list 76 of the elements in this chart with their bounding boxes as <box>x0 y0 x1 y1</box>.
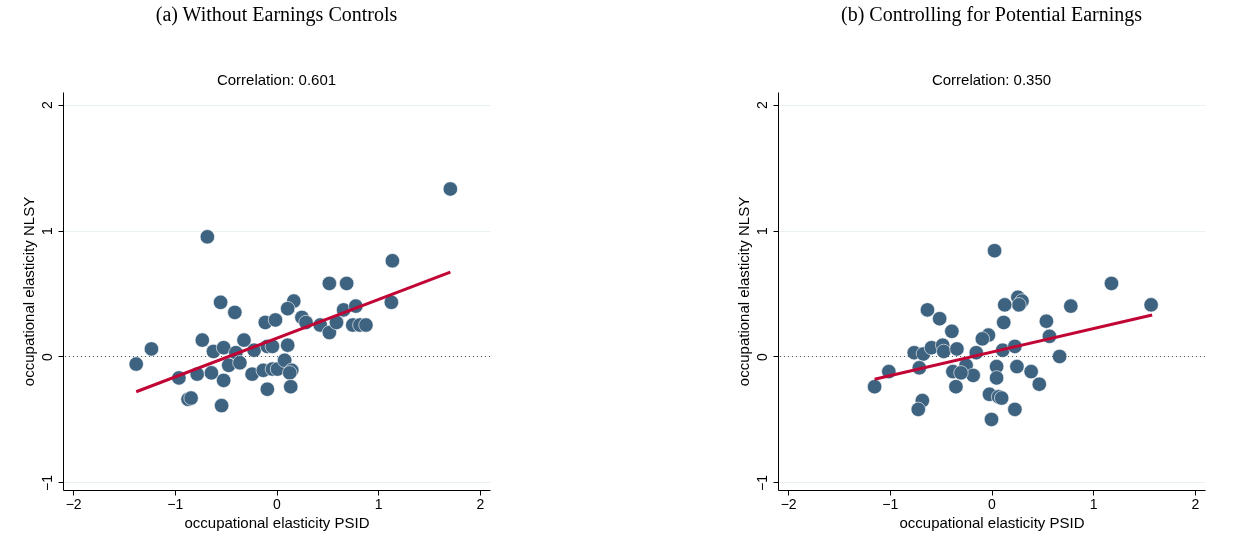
y-tick-label: −1 <box>753 474 770 491</box>
y-tick-label: 0 <box>753 352 770 361</box>
point <box>214 398 230 414</box>
point <box>194 332 210 348</box>
point <box>236 332 252 348</box>
point <box>1023 364 1039 380</box>
point <box>227 304 243 320</box>
x-tick-label: 2 <box>1191 495 1200 512</box>
point <box>1103 275 1120 291</box>
point <box>1052 348 1068 365</box>
point <box>143 341 159 357</box>
x-tick-label: −1 <box>167 495 184 512</box>
x-tick-label: −2 <box>780 495 797 512</box>
point <box>213 294 229 310</box>
y-axis-title: occupational elasticity NLSY <box>19 196 37 387</box>
point <box>321 275 337 291</box>
point <box>983 411 1000 427</box>
point <box>997 297 1013 313</box>
x-tick-label: −1 <box>882 495 899 512</box>
x-tick-label: 1 <box>1089 495 1098 512</box>
point <box>1007 401 1023 417</box>
point <box>216 340 232 356</box>
point <box>203 365 219 381</box>
point <box>267 312 284 328</box>
chart-subtitle: Correlation: 0.350 <box>931 71 1052 88</box>
point <box>216 372 232 388</box>
y-axis-title: occupational elasticity NLSY <box>734 196 752 387</box>
chart-title: (a) Without Earnings Controls <box>155 3 398 26</box>
point <box>919 302 935 318</box>
y-tick-label: 2 <box>753 100 770 109</box>
point <box>280 337 296 353</box>
point <box>867 379 883 395</box>
point <box>989 370 1005 386</box>
point <box>232 355 248 371</box>
point <box>996 314 1012 331</box>
point <box>1011 297 1027 313</box>
x-tick-label: 0 <box>988 495 997 512</box>
point <box>910 401 926 417</box>
point <box>974 331 990 347</box>
point <box>944 323 960 339</box>
point <box>932 311 948 327</box>
point <box>1038 313 1054 329</box>
point <box>1009 359 1025 375</box>
point <box>383 294 399 310</box>
point <box>1143 297 1159 313</box>
point <box>259 381 275 397</box>
chart-title: (b) Controlling for Potential Earnings <box>840 3 1143 26</box>
point <box>953 365 969 381</box>
point <box>280 301 296 317</box>
point <box>384 253 400 269</box>
point <box>339 275 355 291</box>
x-axis-title: occupational elasticity PSID <box>899 513 1085 531</box>
x-tick-label: 1 <box>374 495 383 512</box>
x-tick-label: −2 <box>65 495 82 512</box>
y-tick-label: −1 <box>38 474 55 491</box>
y-tick-label: 2 <box>38 100 55 109</box>
y-tick-label: 1 <box>38 226 55 235</box>
x-axis-title: occupational elasticity PSID <box>184 513 370 531</box>
point <box>199 229 215 245</box>
point <box>1063 298 1079 314</box>
y-tick-label: 0 <box>38 352 55 361</box>
x-tick-label: 0 <box>273 495 282 512</box>
point <box>244 366 260 382</box>
point <box>987 243 1003 259</box>
point <box>283 379 299 395</box>
chart-subtitle: Correlation: 0.601 <box>216 71 337 88</box>
point <box>358 317 374 333</box>
x-tick-label: 2 <box>476 495 485 512</box>
y-tick-label: 1 <box>753 226 770 235</box>
point <box>1031 376 1047 392</box>
point <box>936 343 952 359</box>
point <box>948 379 964 395</box>
point <box>965 367 981 383</box>
point <box>128 356 144 372</box>
point <box>442 181 458 197</box>
point <box>949 341 965 357</box>
